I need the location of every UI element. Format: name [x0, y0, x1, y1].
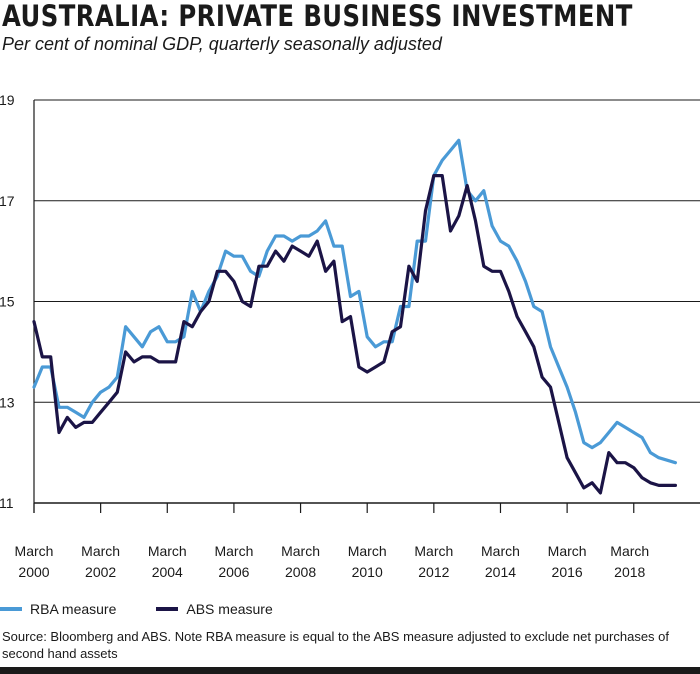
y-tick-label-13: 13	[0, 394, 15, 410]
x-tick-label-2016-line1: March	[548, 543, 587, 559]
x-tick-label-2006-line2: 2006	[218, 564, 249, 580]
x-tick-label-2004-line1: March	[148, 543, 187, 559]
x-tick-label-2014-line2: 2014	[485, 564, 516, 580]
y-tick-label-15: 15	[0, 294, 15, 310]
source-note: Source: Bloomberg and ABS. Note RBA meas…	[2, 629, 670, 661]
x-tick-label-2006-line1: March	[214, 543, 253, 559]
x-tick-label-2000-line1: March	[15, 543, 54, 559]
x-tick-label-2002-line2: 2002	[85, 564, 116, 580]
x-tick-label-2010-line2: 2010	[352, 564, 383, 580]
legend-label-rba: RBA measure	[30, 601, 117, 617]
x-tick-label-2016-line2: 2016	[552, 564, 583, 580]
chart-title: AUSTRALIA: PRIVATE BUSINESS INVESTMENT	[2, 0, 633, 33]
legend-label-abs: ABS measure	[186, 601, 273, 617]
series-line-rba	[32, 138, 678, 465]
legend-item-rba: RBA measure	[0, 601, 116, 617]
legend-swatch-rba	[0, 607, 22, 611]
x-tick-label-2012-line1: March	[414, 543, 453, 559]
y-tick-label-19: 19	[0, 92, 15, 108]
y-tick-label-17: 17	[0, 193, 15, 209]
legend-swatch-abs	[156, 607, 179, 611]
x-tick-label-2004-line2: 2004	[152, 564, 183, 580]
line-chart: 11 13 15 17 19 March 2000 March 2002 March 2004 Mar…	[0, 92, 700, 580]
y-tick-label-11: 11	[0, 495, 14, 511]
bottom-rule	[0, 667, 700, 674]
legend: RBA measure ABS measure	[0, 598, 313, 620]
x-tick-label-2008-line1: March	[281, 543, 320, 559]
x-tick-label-2018-line2: 2018	[614, 564, 645, 580]
chart-subtitle: Per cent of nominal GDP, quarterly seaso…	[2, 34, 442, 54]
x-tick-label-2000-line2: 2000	[18, 564, 49, 580]
series-line-abs	[32, 174, 678, 495]
x-tick-label-2014-line1: March	[481, 543, 520, 559]
x-tick-label-2010-line1: March	[348, 543, 387, 559]
legend-item-abs: ABS measure	[156, 601, 273, 617]
x-tick-label-2012-line2: 2012	[418, 564, 449, 580]
x-tick-label-2008-line2: 2008	[285, 564, 316, 580]
x-tick-label-2018-line1: March	[610, 543, 649, 559]
x-tick-label-2002-line1: March	[81, 543, 120, 559]
